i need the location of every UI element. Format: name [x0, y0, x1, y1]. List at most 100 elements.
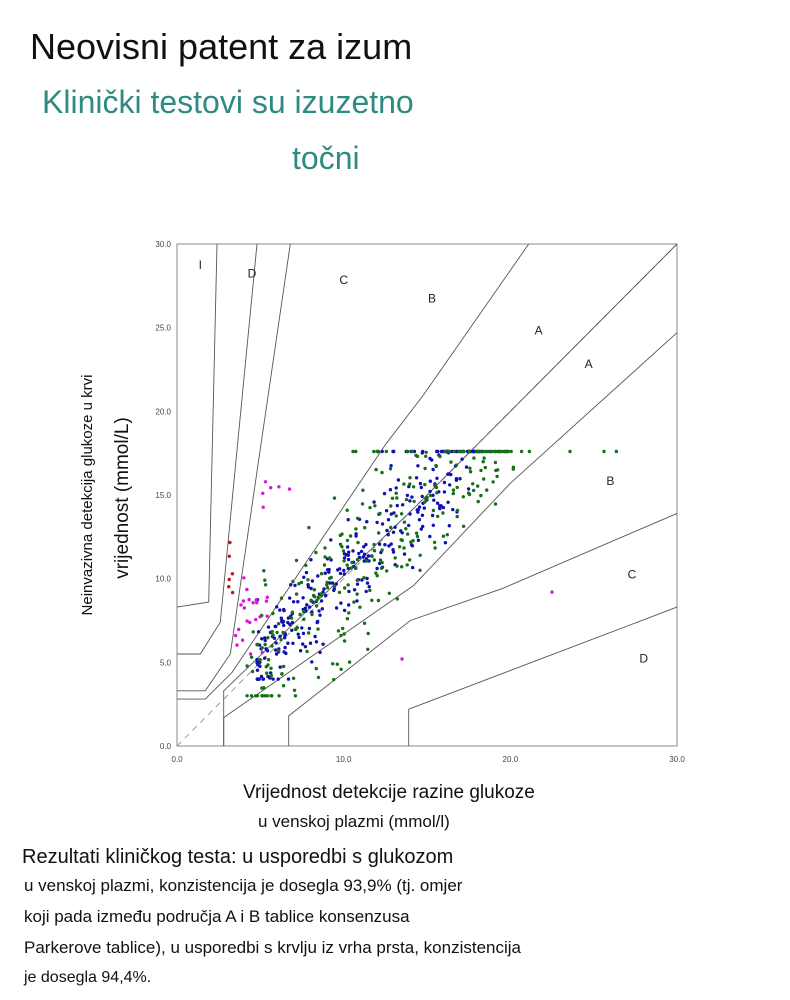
data-point [322, 563, 327, 567]
data-point [352, 588, 357, 592]
data-point [404, 497, 409, 502]
data-point [257, 677, 261, 681]
data-point [269, 673, 274, 678]
data-point [364, 542, 368, 547]
data-point [476, 484, 480, 488]
data-point [296, 632, 300, 636]
data-point [342, 568, 346, 573]
data-point [365, 576, 369, 581]
data-point [260, 650, 264, 655]
data-point [351, 549, 355, 553]
data-point [370, 598, 374, 602]
data-point [342, 608, 347, 613]
data-point [245, 587, 249, 592]
result-description: Rezultati kliničkog testa: u usporedbi s… [22, 846, 722, 997]
zone-line [176, 243, 218, 608]
data-point [280, 672, 284, 676]
data-point [255, 601, 259, 605]
data-point [418, 568, 422, 572]
data-point [266, 636, 270, 640]
data-point [423, 500, 427, 504]
data-point [366, 647, 370, 651]
data-point [260, 694, 264, 698]
data-point [476, 499, 480, 504]
data-point [261, 677, 265, 681]
data-point [436, 514, 440, 519]
data-point [428, 479, 432, 483]
data-point [416, 464, 420, 468]
data-point [355, 578, 359, 582]
data-point [259, 674, 264, 679]
data-point [399, 512, 404, 516]
data-point [288, 596, 292, 600]
data-point [245, 619, 249, 623]
y-axis-label-line-2: vrijednost (mmol/L) [112, 417, 133, 579]
data-point [431, 467, 435, 472]
x-tick-label: 10.0 [336, 755, 352, 764]
data-point [309, 599, 313, 603]
data-point [263, 694, 267, 698]
data-point [374, 467, 378, 472]
data-point [389, 504, 393, 508]
data-point [314, 666, 318, 671]
data-point [347, 660, 352, 664]
data-point [306, 631, 311, 635]
data-point [458, 477, 462, 481]
data-point [291, 676, 296, 680]
data-point [614, 449, 619, 454]
data-point [355, 582, 360, 586]
data-points [227, 449, 619, 698]
zone-line [177, 243, 258, 655]
data-point [467, 449, 471, 454]
data-point [347, 611, 351, 615]
data-point [327, 570, 331, 574]
data-point [341, 626, 345, 631]
data-point [264, 665, 268, 669]
data-point [365, 559, 369, 563]
data-point [291, 600, 296, 604]
data-point [338, 542, 343, 546]
data-point [386, 518, 391, 522]
data-point [304, 563, 308, 568]
data-point [438, 454, 442, 459]
data-point [351, 449, 355, 454]
data-point [481, 460, 485, 464]
data-point [411, 565, 415, 570]
data-point [378, 511, 382, 516]
data-point [328, 556, 332, 560]
data-point [335, 662, 339, 666]
zone-label: D [639, 651, 648, 665]
zone-line [177, 243, 530, 700]
data-point [389, 512, 393, 516]
data-point [265, 595, 269, 599]
data-point [451, 491, 455, 496]
data-point [401, 503, 405, 507]
data-point [265, 649, 270, 653]
data-point [493, 449, 497, 454]
data-point [434, 463, 438, 468]
data-point [395, 564, 399, 568]
data-point [278, 634, 282, 638]
zone-line [408, 606, 678, 746]
data-point [297, 582, 301, 586]
data-point [270, 644, 274, 648]
data-point [299, 580, 304, 585]
data-point [261, 505, 265, 509]
y-tick-label: 20.0 [155, 407, 171, 416]
data-point [319, 593, 324, 598]
data-point [249, 655, 254, 659]
data-point [355, 599, 359, 603]
data-point [312, 588, 317, 592]
data-point [362, 552, 367, 556]
data-point [338, 567, 342, 571]
data-point [447, 472, 451, 476]
data-point [365, 581, 370, 585]
data-point [261, 491, 265, 495]
data-point [483, 465, 487, 470]
data-point [347, 603, 351, 607]
data-point [336, 629, 341, 633]
data-point [269, 666, 273, 670]
data-point [318, 650, 322, 655]
data-point [414, 476, 419, 480]
data-point [423, 466, 427, 471]
